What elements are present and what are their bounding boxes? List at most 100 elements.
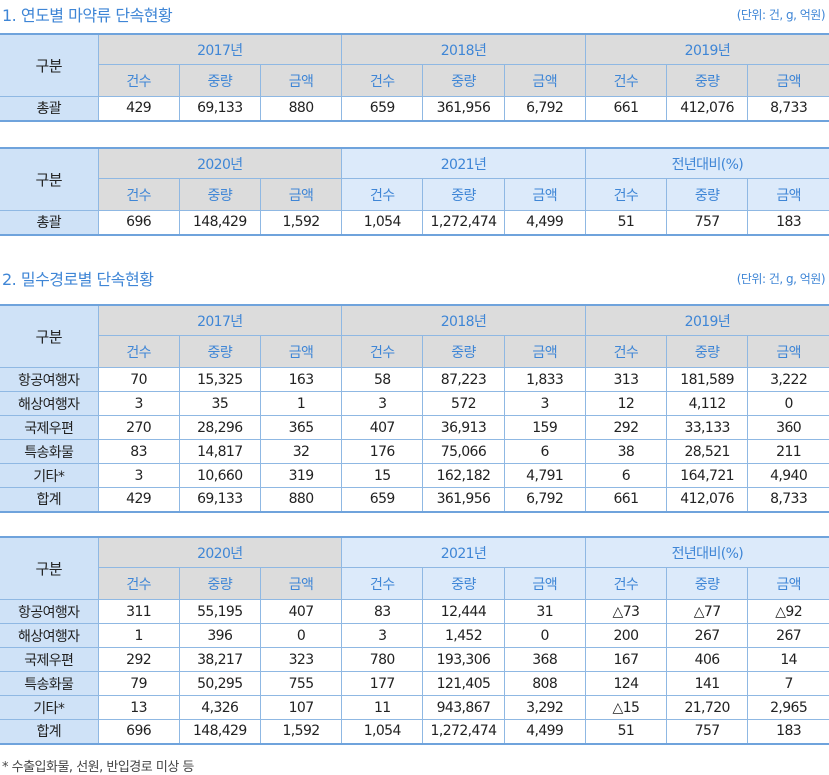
row-label: 총괄 [0, 96, 99, 121]
table-cell: 1,592 [259, 210, 343, 235]
table-cell: 292 [97, 647, 180, 672]
table-cell: 661 [584, 96, 668, 121]
table-row: 국제우편 270 28,296 365 407 36,913 159 292 33,133 360 [0, 415, 829, 440]
table-cell: 162,182 [422, 463, 505, 488]
sub-header: 금액 [747, 178, 829, 211]
table-cell: 50,295 [178, 671, 261, 696]
table-cell: △15 [584, 695, 668, 720]
group-header: 2019년 [584, 304, 829, 336]
table-cell: 3,292 [503, 695, 586, 720]
table-cell: 12,444 [422, 599, 505, 624]
table-cell: 12 [584, 391, 668, 416]
group-header: 2017년 [97, 33, 343, 65]
row-label: 항공여행자 [0, 367, 99, 392]
route-table-2020-2021: 구분 2020년 2021년 전년대비(%) 건수 중량 금액 건수 중량 금액 건수 중량 금액 항공여… [0, 536, 829, 745]
row-label: 특송화물 [0, 439, 99, 464]
table-cell: 7 [747, 671, 829, 696]
table-row: 해상여행자 1 396 0 3 1,452 0 200 267 267 [0, 623, 829, 648]
table-cell: △77 [666, 599, 749, 624]
table-row: 총괄 429 69,133 880 659 361,956 6,792 661 412,076 8… [0, 96, 829, 121]
table-cell: 267 [747, 623, 829, 648]
table-row: 특송화물 83 14,817 32 176 75,066 6 38 28,521 211 [0, 439, 829, 464]
table-cell: 83 [97, 439, 180, 464]
table-cell: 167 [584, 647, 668, 672]
group-header: 2021년 [341, 147, 586, 179]
table-cell: 780 [341, 647, 424, 672]
table-cell: 51 [584, 719, 668, 744]
table-cell: 31 [503, 599, 586, 624]
table-cell: 659 [341, 487, 424, 512]
table-cell: 808 [503, 671, 586, 696]
sub-header: 건수 [341, 64, 424, 97]
row-label: 국제우편 [0, 647, 99, 672]
sub-header: 건수 [584, 178, 668, 211]
table-cell: 407 [341, 415, 424, 440]
table-cell: 124 [584, 671, 668, 696]
table-cell: 4,791 [503, 463, 586, 488]
sub-header: 금액 [747, 567, 829, 600]
table-row: 총괄 696 148,429 1,592 1,054 1,272,474 4,499 51 75… [0, 210, 829, 235]
table-cell: 1,272,474 [422, 210, 505, 235]
table-cell: △73 [584, 599, 668, 624]
table-cell: 1 [97, 623, 180, 648]
table-cell: 36,913 [422, 415, 505, 440]
table-cell: 70 [97, 367, 180, 392]
table-cell: 1,272,474 [422, 719, 505, 744]
table-cell: 1 [259, 391, 343, 416]
table-cell: 55,195 [178, 599, 261, 624]
table-cell: 6,792 [503, 487, 586, 512]
sub-header: 건수 [341, 567, 424, 600]
row-label: 기타* [0, 695, 99, 720]
table-cell: 323 [259, 647, 343, 672]
table-cell: 661 [584, 487, 668, 512]
table-cell: 159 [503, 415, 586, 440]
table-cell: 1,054 [341, 210, 424, 235]
category-header: 구분 [0, 536, 99, 600]
table-cell: 164,721 [666, 463, 749, 488]
row-label: 해상여행자 [0, 391, 99, 416]
table-cell: 83 [341, 599, 424, 624]
table-cell: 181,589 [666, 367, 749, 392]
table-cell: 1,054 [341, 719, 424, 744]
group-header: 2021년 [341, 536, 586, 568]
row-label: 합계 [0, 487, 99, 512]
table-cell: △92 [747, 599, 829, 624]
table-cell: 3 [503, 391, 586, 416]
category-header: 구분 [0, 304, 99, 368]
table-row: 국제우편 292 38,217 323 780 193,306 368 167 406 14 [0, 647, 829, 672]
table-cell: 4,499 [503, 719, 586, 744]
row-label: 합계 [0, 719, 99, 744]
sub-header: 금액 [259, 178, 343, 211]
table-cell: 4,499 [503, 210, 586, 235]
table-row: 합계 429 69,133 880 659 361,956 6,792 661 412,076 8… [0, 487, 829, 512]
sub-header: 중량 [422, 64, 505, 97]
table-cell: 368 [503, 647, 586, 672]
sub-header: 중량 [178, 335, 261, 368]
table-cell: 0 [747, 391, 829, 416]
table-cell: 28,296 [178, 415, 261, 440]
table-cell: 200 [584, 623, 668, 648]
table-cell: 176 [341, 439, 424, 464]
yearly-table-2020-2021: 구분 2020년 2021년 전년대비(%) 건수 중량 금액 건수 중량 금액 건수 중량 금액 총괄 6… [0, 147, 829, 236]
sub-header: 중량 [666, 335, 749, 368]
table-cell: 107 [259, 695, 343, 720]
table-cell: 396 [178, 623, 261, 648]
group-header: 2017년 [97, 304, 343, 336]
table-cell: 183 [747, 719, 829, 744]
sub-header: 중량 [422, 567, 505, 600]
table-cell: 121,405 [422, 671, 505, 696]
sub-header: 건수 [584, 567, 668, 600]
table-cell: 943,867 [422, 695, 505, 720]
table-cell: 270 [97, 415, 180, 440]
table-cell: 13 [97, 695, 180, 720]
table-cell: 429 [97, 96, 180, 121]
table-cell: 177 [341, 671, 424, 696]
table-row: 항공여행자 311 55,195 407 83 12,444 31 △73 △77 △92 [0, 599, 829, 624]
table-row: 기타* 3 10,660 319 15 162,182 4,791 6 164,721 4,940 [0, 463, 829, 488]
table-cell: 38 [584, 439, 668, 464]
sub-header: 중량 [178, 178, 261, 211]
sub-header: 중량 [666, 178, 749, 211]
table-cell: 32 [259, 439, 343, 464]
group-header: 2020년 [97, 536, 343, 568]
row-label: 총괄 [0, 210, 99, 235]
